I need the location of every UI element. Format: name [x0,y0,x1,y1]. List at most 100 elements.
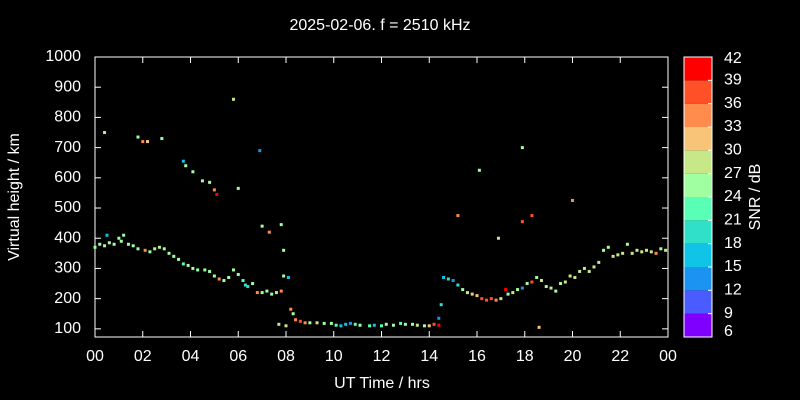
data-point [167,251,171,255]
data-point [258,149,262,153]
data-point [255,291,259,295]
data-point [122,233,126,237]
data-point [635,248,639,252]
data-point [504,288,508,292]
data-point [525,282,529,286]
data-point [284,324,288,328]
data-point [208,269,212,273]
y-tick-label: 200 [54,290,81,307]
data-point [348,321,352,325]
x-tick-label: 00 [659,348,677,365]
data-point [411,322,415,326]
data-point [391,323,395,327]
data-point [277,322,281,326]
data-point [446,277,450,281]
data-point [539,279,543,283]
colorbar-band [684,173,712,197]
data-point [427,324,431,328]
data-point [616,253,620,257]
colorbar-tick-label: 42 [724,50,742,67]
data-point [143,248,147,252]
data-point [186,263,190,267]
data-point [227,275,231,279]
y-tick-label: 800 [54,109,81,126]
colorbar-band [684,80,712,104]
data-point [191,170,195,174]
y-tick-label: 100 [54,320,81,337]
colorbar-band [684,103,712,127]
data-point [530,280,534,284]
data-point [267,230,271,234]
colorbar-band [684,150,712,174]
data-point [243,283,247,287]
data-point [231,97,235,101]
data-point [215,192,219,196]
y-tick-label: 900 [54,78,81,95]
data-point [136,247,140,251]
data-point [136,135,140,139]
data-point [461,288,465,292]
data-point [380,324,383,328]
data-point [236,186,240,190]
data-point [649,250,653,254]
y-tick-label: 500 [54,199,81,216]
x-tick-label: 06 [229,348,247,365]
data-point [563,280,567,284]
data-point [578,269,582,273]
data-point [270,292,274,296]
data-point [645,248,649,252]
data-point [520,146,524,150]
y-tick-label: 600 [54,169,81,186]
data-point [303,321,307,325]
data-point [260,224,264,228]
data-point [246,285,250,289]
x-tick-label: 14 [420,348,438,365]
colorbar-tick-label: 30 [724,142,742,159]
colorbar-band [684,127,712,151]
data-point [196,268,200,272]
data-point [530,214,534,218]
data-point [265,289,269,293]
data-point [384,322,388,326]
data-point [212,274,216,278]
data-point [291,312,295,316]
data-point [602,248,606,252]
colorbar-tick-label: 21 [724,212,742,229]
data-point [573,275,577,279]
data-point [535,275,539,279]
data-point [298,319,302,323]
data-point [93,245,97,249]
data-point [203,268,207,272]
chart-title: 2025-02-06. f = 2510 kHz [289,17,470,34]
data-point [181,262,185,266]
x-tick-label: 04 [182,348,200,365]
data-point [162,247,166,251]
data-point [282,248,286,252]
data-point [475,294,479,298]
data-point [286,275,290,279]
data-point [148,250,152,254]
data-point [160,137,164,141]
data-point [549,286,553,290]
x-tick-label: 10 [325,348,343,365]
x-tick-label: 08 [277,348,295,365]
data-point [597,260,601,264]
data-point [368,324,372,328]
data-point [470,292,474,296]
data-point [112,242,116,246]
data-point [107,241,111,245]
y-tick-label: 1000 [45,48,81,65]
data-point [437,316,441,320]
data-point [630,251,634,255]
data-point [422,324,426,328]
data-point [322,321,326,325]
data-point [499,297,503,301]
x-tick-label: 12 [373,348,391,365]
x-tick-label: 22 [611,348,629,365]
data-point [399,321,403,325]
data-point [103,244,107,248]
data-point [520,286,524,290]
data-point [611,254,615,258]
x-tick-label: 00 [86,348,104,365]
